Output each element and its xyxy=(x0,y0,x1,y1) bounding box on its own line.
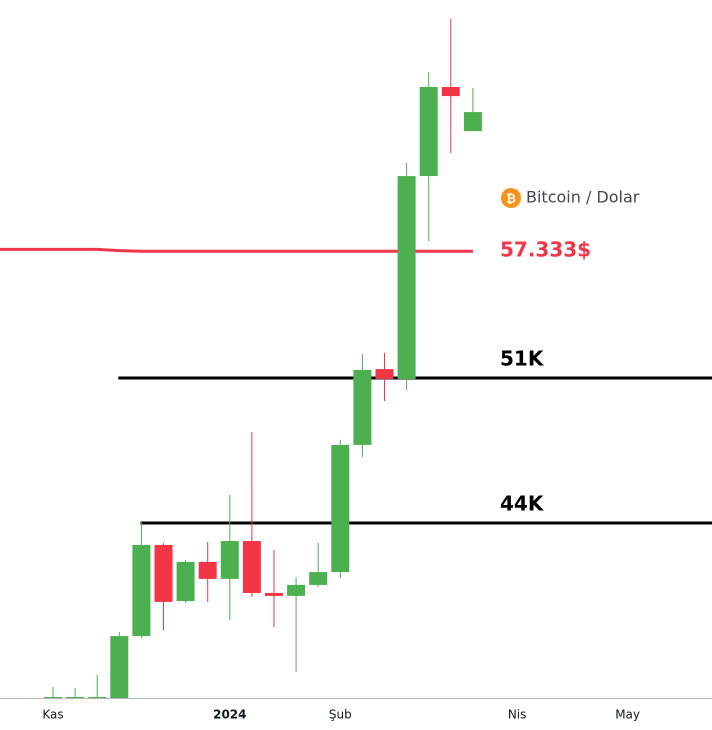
candle-body xyxy=(154,544,173,602)
x-tick-label: Şub xyxy=(329,708,352,722)
candle-body xyxy=(375,369,394,380)
candle-body xyxy=(331,444,350,573)
x-tick-label: 2024 xyxy=(213,708,246,722)
level-label: 51K xyxy=(500,346,545,370)
bitcoin-icon-glyph: ₿ xyxy=(506,192,516,206)
candle-body xyxy=(88,696,107,698)
candle-body xyxy=(66,696,85,698)
moving-average-label: 57.333$ xyxy=(500,238,591,262)
candle-body xyxy=(419,86,438,177)
candle-body xyxy=(176,561,195,602)
candle-body xyxy=(242,541,261,593)
candle-body xyxy=(44,696,62,698)
x-tick-label: Nis xyxy=(508,708,527,722)
plot-area xyxy=(0,19,712,698)
level-label: 44K xyxy=(500,491,545,515)
candle-body xyxy=(198,561,217,579)
candle-body xyxy=(265,592,283,596)
candle-body xyxy=(309,572,328,585)
candle-body xyxy=(397,176,416,380)
candle-body xyxy=(110,636,129,698)
candle-body xyxy=(463,112,482,132)
candle-body xyxy=(132,544,151,637)
legend-label: Bitcoin / Dolar xyxy=(526,188,640,207)
candle-body xyxy=(441,86,460,97)
candle-body xyxy=(353,369,372,445)
x-tick-label: May xyxy=(615,708,640,722)
candle-body xyxy=(287,584,306,596)
bitcoin-icon xyxy=(501,188,521,208)
candle-body xyxy=(220,541,239,579)
x-tick-label: Kas xyxy=(42,708,63,722)
